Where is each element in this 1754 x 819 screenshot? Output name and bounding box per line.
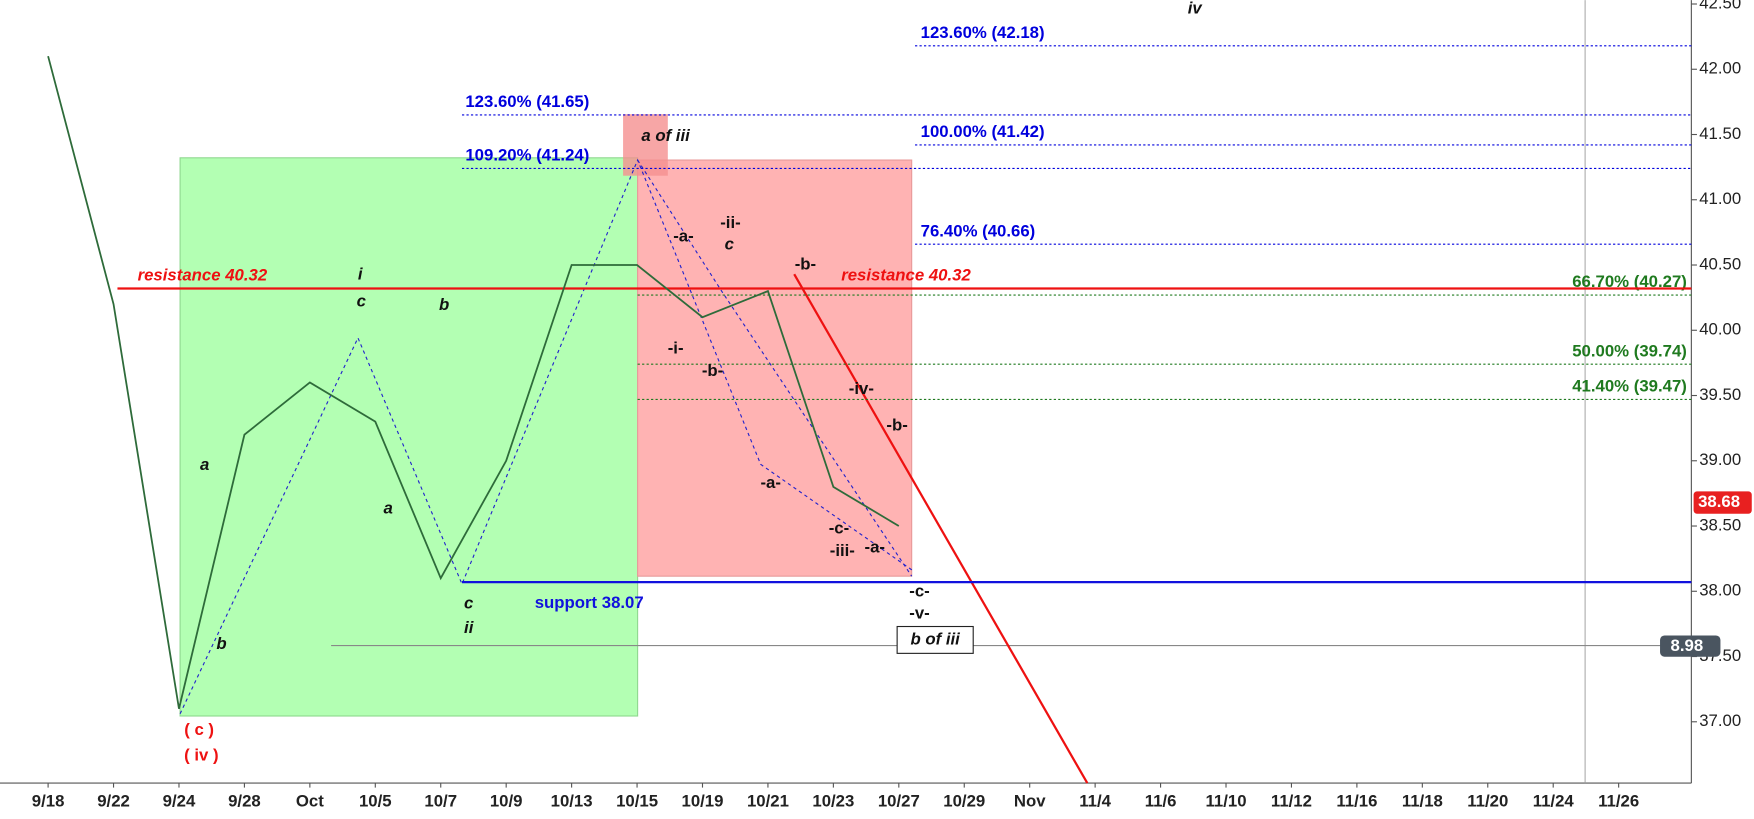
wave-label: c	[725, 235, 735, 254]
wave-label: b	[439, 295, 449, 314]
annotation-box	[896, 625, 974, 654]
price-line	[47, 55, 900, 709]
x-tick-label: 11/10	[1205, 792, 1246, 811]
x-tick-label: Oct	[296, 792, 324, 811]
x-tick-label: 11/16	[1336, 792, 1377, 811]
x-tick-label: 9/24	[163, 792, 196, 811]
wave-label: iv	[1188, 0, 1204, 17]
wave-label: a	[383, 498, 392, 517]
x-tick-label: 9/18	[32, 792, 65, 811]
x-tick-label: 10/19	[682, 792, 724, 811]
wave-label: -a-	[673, 227, 694, 246]
y-tick-label: 42.50	[1699, 0, 1741, 12]
x-tick-label: 10/5	[359, 792, 392, 811]
wave-label: -a-	[865, 538, 886, 557]
wave-label: -b-	[795, 255, 816, 274]
wave-label: -a-	[760, 473, 781, 492]
y-tick-label: 37.00	[1699, 711, 1741, 730]
level-label: 66.70% (40.27)	[1572, 272, 1687, 291]
x-tick-label: 9/28	[228, 792, 261, 811]
wave-label: -ii-	[720, 213, 740, 232]
last-price-label: 38.68	[1698, 492, 1740, 511]
y-tick-label: 38.50	[1699, 515, 1741, 534]
x-tick-label: 10/29	[943, 792, 985, 811]
reference-label: 8.98	[1671, 636, 1704, 655]
wave-label: ii	[464, 618, 474, 637]
y-tick-label: 39.00	[1699, 450, 1741, 469]
wave-label: a of iii	[641, 126, 690, 145]
level-label: resistance 40.32	[138, 266, 268, 285]
wave-label: -iii-	[830, 541, 855, 560]
wave-label: c	[464, 594, 474, 613]
chart-layer: 37.0037.5038.0038.5039.0039.5040.0040.50…	[32, 0, 1752, 811]
y-tick-label: 42.00	[1699, 59, 1741, 78]
wave-label: c	[357, 292, 367, 311]
wave-label: -v-	[909, 604, 930, 623]
x-tick-label: 11/12	[1271, 792, 1312, 811]
x-tick-label: 11/6	[1145, 792, 1177, 811]
wave-label: i	[358, 265, 363, 284]
x-tick-label: 11/18	[1402, 792, 1443, 811]
x-tick-label: Nov	[1014, 792, 1046, 811]
wave-label: -iv-	[849, 379, 874, 398]
x-tick-label: 10/7	[424, 792, 457, 811]
wave-label: b	[216, 634, 226, 653]
trend-line	[793, 273, 1089, 784]
wave-label: -b-	[886, 416, 907, 435]
x-tick-label: 10/9	[490, 792, 523, 811]
level-label: 41.40% (39.47)	[1572, 377, 1687, 396]
y-tick-label: 40.00	[1699, 320, 1741, 339]
level-label: 100.00% (41.42)	[921, 122, 1045, 141]
level-label: 123.60% (42.18)	[921, 23, 1045, 42]
level-label: 123.60% (41.65)	[465, 92, 589, 111]
y-tick-label: 41.50	[1699, 124, 1741, 143]
green-zone	[179, 157, 639, 717]
x-tick-label: 10/15	[616, 792, 658, 811]
x-tick-label: 10/23	[812, 792, 854, 811]
wave-label: ( iv )	[184, 746, 218, 765]
wave-label: ( c )	[184, 720, 214, 739]
level-label: 76.40% (40.66)	[921, 221, 1036, 240]
level-label: resistance 40.32	[841, 266, 971, 285]
x-tick-label: 10/13	[551, 792, 593, 811]
pivot-zone	[623, 114, 668, 176]
level-label: 50.00% (39.74)	[1572, 341, 1687, 360]
wave-label: -i-	[668, 339, 684, 358]
y-tick-label: 39.50	[1699, 385, 1741, 404]
x-tick-label: 10/21	[747, 792, 789, 811]
wave-label: -c-	[829, 519, 850, 538]
y-tick-label: 41.00	[1699, 189, 1741, 208]
level-label: support 38.07	[535, 593, 644, 612]
wave-label: -c-	[909, 581, 930, 600]
x-tick-label: 11/26	[1598, 792, 1639, 811]
wave-label: b of iii	[910, 629, 960, 648]
reference-badge	[1660, 635, 1721, 657]
x-tick-label: 9/22	[97, 792, 130, 811]
wave-label: -b-	[702, 361, 723, 380]
wave-label: a	[200, 455, 209, 474]
x-tick-label: 11/20	[1467, 792, 1508, 811]
x-tick-label: 11/24	[1533, 792, 1575, 811]
wave-path	[637, 159, 913, 577]
level-label: 109.20% (41.24)	[465, 146, 589, 165]
last-price-badge	[1693, 491, 1752, 514]
x-tick-label: 10/27	[878, 792, 920, 811]
y-tick-label: 40.50	[1699, 254, 1741, 273]
y-tick-label: 38.00	[1699, 581, 1741, 600]
x-tick-label: 11/4	[1079, 792, 1111, 811]
